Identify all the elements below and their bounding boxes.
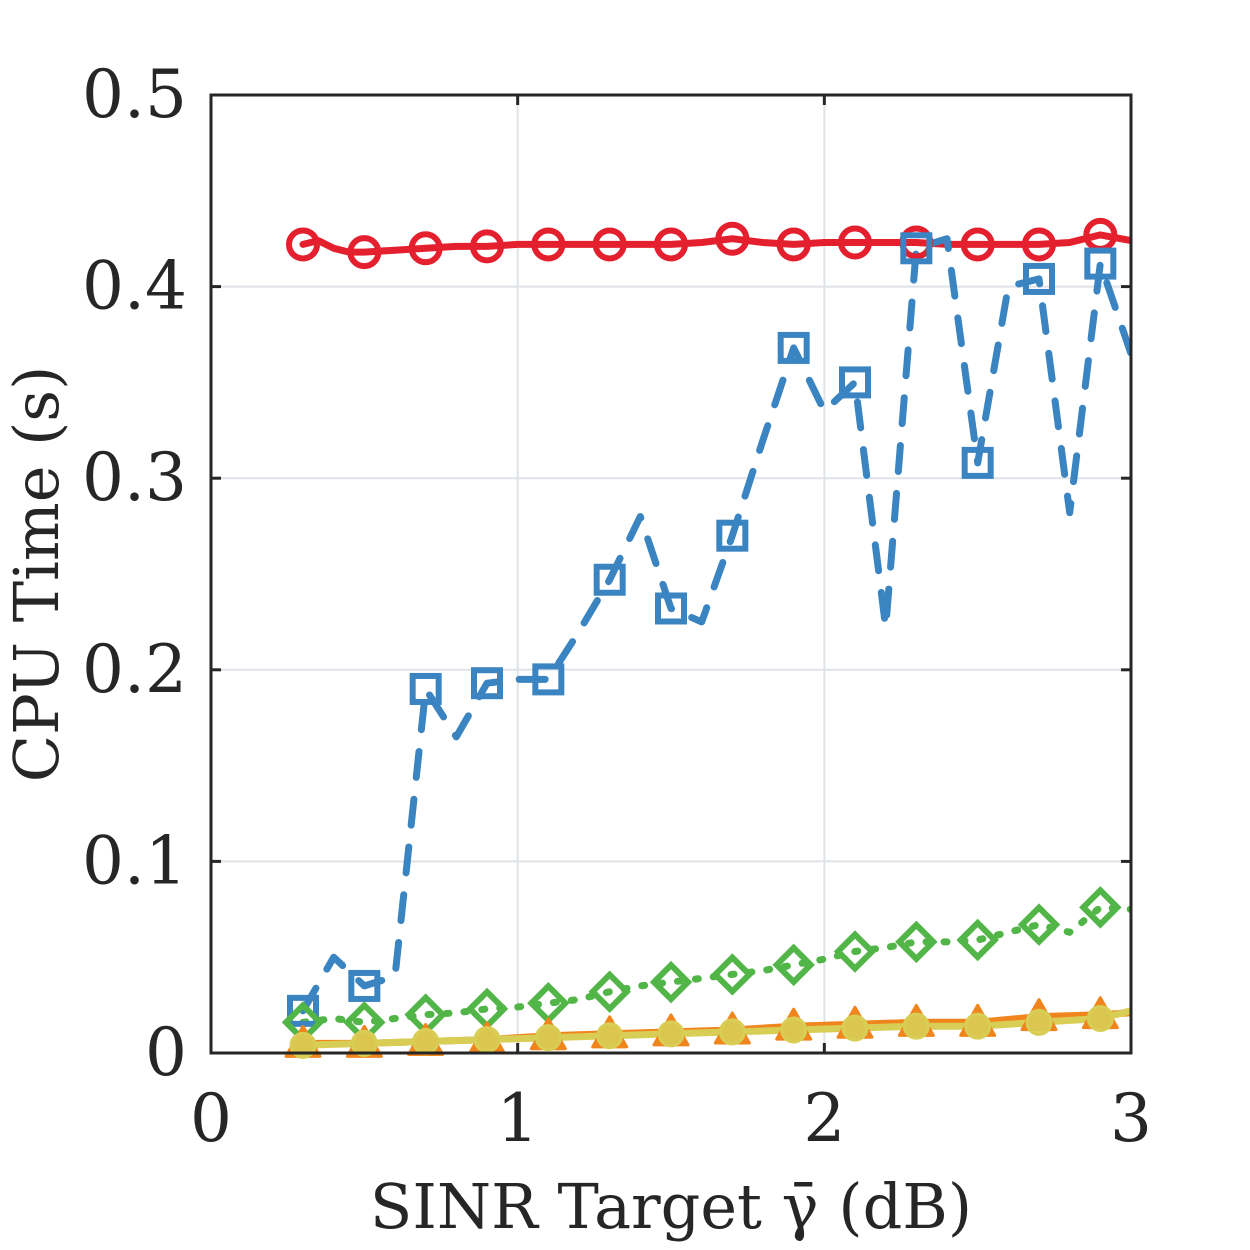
series-5-marker [657, 1020, 685, 1048]
series-1-marker [531, 227, 566, 262]
series-3-line [299, 903, 1131, 1026]
y-tick-label: 0.2 [82, 631, 187, 708]
series-1-marker [592, 227, 627, 262]
y-tick-label: 0.1 [82, 822, 187, 899]
series-1-marker [408, 231, 443, 266]
series-2-line [299, 235, 1131, 1015]
series-2-marker [839, 366, 871, 399]
y-tick-label: 0.5 [82, 56, 187, 133]
y-tick-label: 0.4 [82, 248, 187, 325]
series-5-marker [902, 1012, 930, 1040]
series-5-marker [473, 1026, 501, 1054]
series-3-marker [833, 930, 877, 973]
series-layer [299, 231, 1131, 1049]
series-5-marker [780, 1016, 808, 1044]
series-3-marker [1017, 903, 1061, 946]
series-2-marker [961, 446, 994, 479]
series-2-marker [1084, 247, 1117, 280]
series-1-marker [960, 227, 995, 262]
series-3-marker [956, 918, 999, 962]
x-axis-label: SINR Target γ̄ (dB) [370, 1170, 972, 1243]
grid [211, 95, 1131, 1053]
y-tick-label: 0.3 [82, 439, 187, 516]
series-5-marker [964, 1012, 992, 1040]
x-tick-label: 3 [1110, 1080, 1152, 1157]
series-5-marker [350, 1029, 378, 1057]
series-5-marker [1025, 1008, 1053, 1036]
series-1-marker [838, 225, 872, 260]
series-3-marker [895, 920, 938, 964]
series-5-marker [1086, 1005, 1114, 1033]
y-axis-label: CPU Time (s) [0, 366, 73, 783]
series-2-marker [409, 672, 442, 705]
series-1-marker [347, 235, 382, 270]
marker-layer [281, 217, 1122, 1059]
series-1-marker [286, 227, 320, 262]
series-5-marker [412, 1028, 440, 1056]
series-1-marker [1022, 227, 1056, 262]
series-2-marker [348, 969, 381, 1002]
series-2-marker [777, 331, 810, 364]
series-3-marker [772, 943, 815, 987]
series-2-marker [593, 563, 626, 596]
series-5-marker [534, 1024, 562, 1052]
series-3-marker [649, 960, 693, 1004]
series-2-marker [287, 994, 319, 1027]
y-tick-label: 0 [145, 1014, 187, 1091]
series-2-marker [716, 519, 749, 552]
series-2-marker [532, 663, 565, 696]
series-2-marker [900, 232, 933, 265]
x-tick-label: 0 [190, 1080, 232, 1157]
series-5-marker [841, 1014, 869, 1042]
plot-area-frame [209, 93, 1133, 1055]
series-5-marker [718, 1018, 746, 1046]
series-1-marker [654, 227, 688, 262]
x-tick-labels: 0 1 2 3 [190, 1080, 1152, 1157]
series-3-marker [1079, 886, 1122, 929]
series-5-marker [596, 1022, 624, 1050]
ticks [209, 93, 1133, 1055]
series-1-marker [470, 229, 504, 264]
series-2-marker [655, 592, 687, 625]
x-tick-label: 2 [803, 1080, 845, 1157]
series-3-marker [711, 953, 754, 996]
series-5-marker [289, 1031, 317, 1059]
series-2-marker [471, 667, 503, 700]
series-1-marker [715, 221, 750, 256]
series-3-marker [588, 970, 631, 1013]
series-1-marker [776, 227, 811, 262]
x-tick-label: 1 [497, 1080, 539, 1157]
series-2-marker [1023, 262, 1055, 295]
y-tick-labels: 0 0.1 0.2 0.3 0.4 0.5 [82, 56, 187, 1091]
